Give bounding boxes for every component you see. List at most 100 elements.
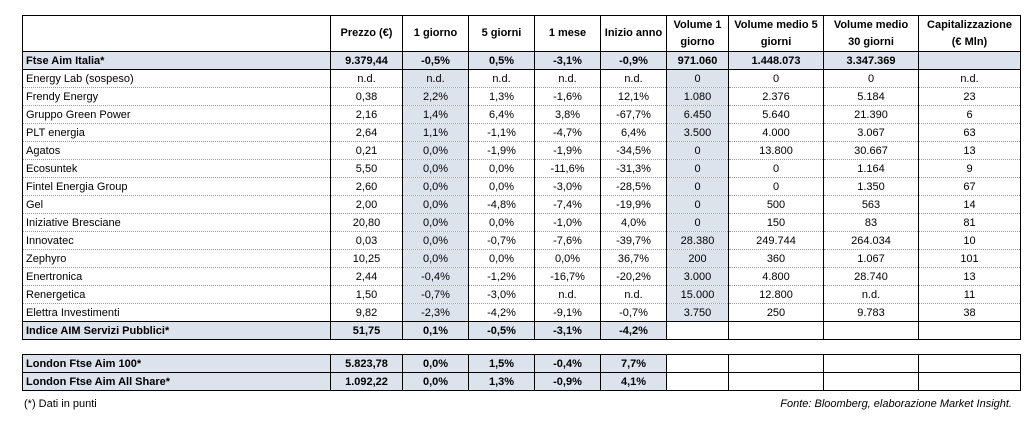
change-ytd: -28,5%: [600, 177, 667, 196]
company-name: Ecosuntek: [22, 159, 331, 178]
change-1-month: n.d.: [534, 285, 601, 304]
capitalization: 81: [918, 213, 1021, 232]
price: 20,80: [330, 213, 403, 232]
volume-5-days: 4.800: [728, 267, 824, 286]
volume-1-day: 0: [666, 195, 729, 214]
index-price: 5.823,78: [330, 354, 403, 373]
table-row: Agatos 0,21 0,0% -1,9% -1,9% -34,5% 0 13.800 30.…: [22, 141, 1021, 160]
index-1-day: -0,5%: [402, 51, 469, 70]
change-1-month: -11,6%: [534, 159, 601, 178]
volume-5-days: 0: [728, 69, 824, 88]
empty-cell: [666, 321, 729, 340]
london-row: London Ftse Aim 100* 5.823,78 0,0% 1,5% …: [22, 354, 1021, 373]
change-ytd: n.d.: [600, 69, 667, 88]
change-5-days: 0,0%: [468, 177, 535, 196]
market-table-container: Prezzo (€) 1 giorno 5 giorni 1 mese Iniz…: [22, 15, 1021, 391]
change-1-day: 0,0%: [402, 159, 469, 178]
change-1-day: 0,0%: [402, 141, 469, 160]
index-1-day: 0,0%: [402, 372, 469, 391]
volume-1-day: 0: [666, 177, 729, 196]
volume-1-day: 200: [666, 249, 729, 268]
index-row-aim-servizi-pubblici: Indice AIM Servizi Pubblici* 51,75 0,1% …: [22, 321, 1021, 340]
company-name: PLT energia: [22, 123, 331, 142]
index-price: 9.379,44: [330, 51, 403, 70]
change-ytd: -0,7%: [600, 303, 667, 322]
volume-30-days: 1.350: [823, 177, 919, 196]
volume-1-day: 0: [666, 213, 729, 232]
header-capitalization: Capitalizzazione (€ Mln): [918, 15, 1021, 52]
volume-5-days: 2.376: [728, 87, 824, 106]
volume-30-days: 28.740: [823, 267, 919, 286]
empty-cell: [666, 372, 729, 391]
header-volume-5-days: Volume medio 5 giorni: [728, 15, 824, 52]
change-ytd: -34,5%: [600, 141, 667, 160]
change-1-day: n.d.: [402, 69, 469, 88]
volume-30-days: 5.184: [823, 87, 919, 106]
index-ytd: -4,2%: [600, 321, 667, 340]
change-5-days: -1,9%: [468, 141, 535, 160]
change-5-days: -4,2%: [468, 303, 535, 322]
company-name: Gruppo Green Power: [22, 105, 331, 124]
index-5-days: 0,5%: [468, 51, 535, 70]
empty-cell: [823, 321, 919, 340]
change-5-days: 0,0%: [468, 249, 535, 268]
table-row: Elettra Investimenti 9,82 -2,3% -4,2% -9,1% -…: [22, 303, 1021, 322]
volume-30-days: 30.667: [823, 141, 919, 160]
company-name: Frendy Energy: [22, 87, 331, 106]
change-ytd: 4,0%: [600, 213, 667, 232]
index-price: 1.092,22: [330, 372, 403, 391]
table-row: Innovatec 0,03 0,0% -0,7% -7,6% -39,7% 28.380 2…: [22, 231, 1021, 250]
change-5-days: -0,7%: [468, 231, 535, 250]
volume-5-days: 500: [728, 195, 824, 214]
header-volume-1-day: Volume 1 giorno: [666, 15, 729, 52]
change-ytd: -31,3%: [600, 159, 667, 178]
price: 9,82: [330, 303, 403, 322]
volume-30-days: 264.034: [823, 231, 919, 250]
volume-30-days: 21.390: [823, 105, 919, 124]
index-name: London Ftse Aim 100*: [22, 354, 331, 373]
index-ytd: -0,9%: [600, 51, 667, 70]
empty-cell: [728, 321, 824, 340]
table-row: Frendy Energy 0,38 2,2% 1,3% -1,6% 12,1% 1.080…: [22, 87, 1021, 106]
change-1-month: -4,7%: [534, 123, 601, 142]
change-5-days: -1,1%: [468, 123, 535, 142]
company-name: Renergetica: [22, 285, 331, 304]
change-5-days: 6,4%: [468, 105, 535, 124]
price: 0,38: [330, 87, 403, 106]
empty-cell: [728, 354, 824, 373]
company-name: Innovatec: [22, 231, 331, 250]
company-name: Energy Lab (sospeso): [22, 69, 331, 88]
empty-cell: [823, 372, 919, 391]
index-name: Ftse Aim Italia*: [22, 51, 331, 70]
capitalization: n.d.: [918, 69, 1021, 88]
volume-30-days: 1.164: [823, 159, 919, 178]
table-row: Gel 2,00 0,0% -4,8% -7,4% -19,9% 0 500 563 14: [22, 195, 1021, 214]
company-name: Enertronica: [22, 267, 331, 286]
volume-5-days: 13.800: [728, 141, 824, 160]
volume-30-days: 83: [823, 213, 919, 232]
table-row: Enertronica 2,44 -0,4% -1,2% -16,7% -20,2% 3.0…: [22, 267, 1021, 286]
volume-30-days: n.d.: [823, 285, 919, 304]
london-indices-table: London Ftse Aim 100* 5.823,78 0,0% 1,5% …: [22, 354, 1021, 391]
index-name: Indice AIM Servizi Pubblici*: [22, 321, 331, 340]
price: 2,64: [330, 123, 403, 142]
volume-1-day: 0: [666, 69, 729, 88]
empty-cell: [918, 354, 1021, 373]
change-ytd: n.d.: [600, 285, 667, 304]
header-1-month: 1 mese: [534, 15, 601, 52]
capitalization: 11: [918, 285, 1021, 304]
price: 2,44: [330, 267, 403, 286]
index-name: London Ftse Aim All Share*: [22, 372, 331, 391]
index-volume-1-day: 971.060: [666, 51, 729, 70]
footnote: (*) Dati in punti: [24, 398, 97, 410]
change-1-month: -7,4%: [534, 195, 601, 214]
index-1-day: 0,0%: [402, 354, 469, 373]
change-1-day: 1,4%: [402, 105, 469, 124]
header-ytd: Inizio anno: [600, 15, 667, 52]
volume-1-day: 0: [666, 159, 729, 178]
company-name: Iniziative Bresciane: [22, 213, 331, 232]
empty-cell: [728, 372, 824, 391]
volume-1-day: 3.750: [666, 303, 729, 322]
volume-5-days: 12.800: [728, 285, 824, 304]
table-row: Iniziative Bresciane 20,80 0,0% 0,0% -1,0% 4,…: [22, 213, 1021, 232]
